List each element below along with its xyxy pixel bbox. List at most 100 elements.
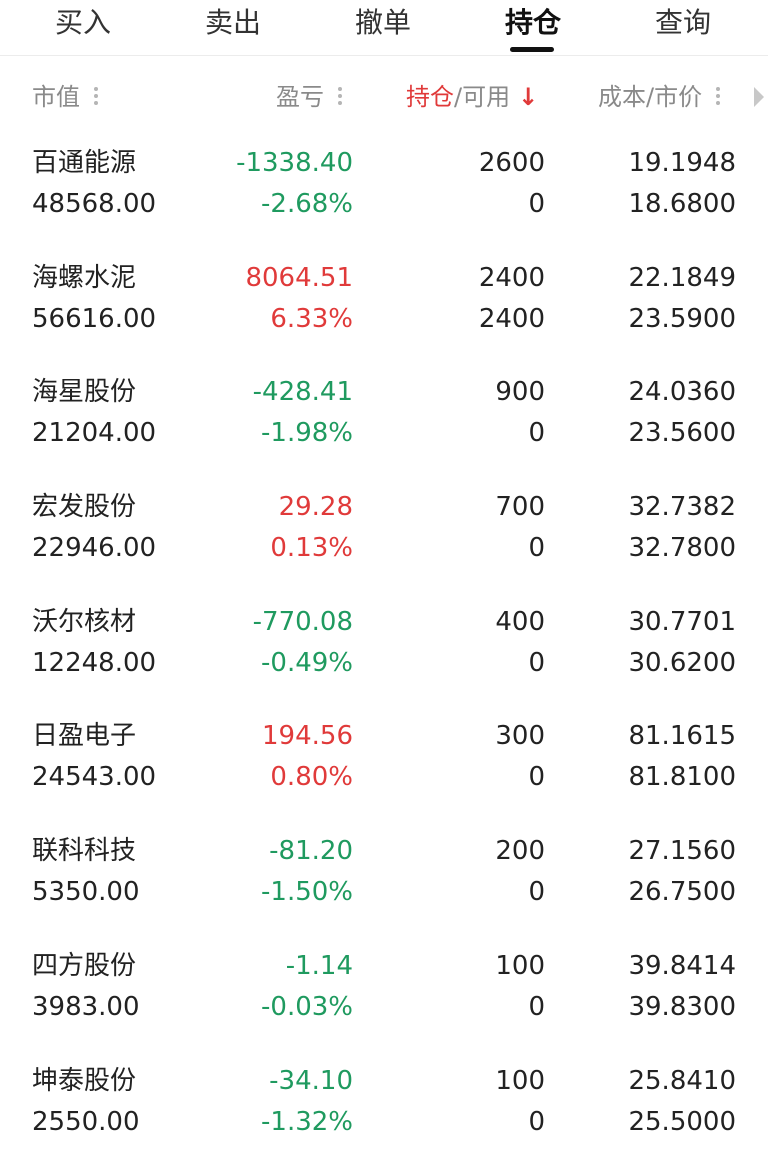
tab-cancel-order[interactable]: 撤单	[308, 0, 458, 56]
column-menu-icon[interactable]	[94, 84, 98, 108]
holding-row[interactable]: 宏发股份 22946.00 29.28 0.13% 700 0 32.7382 …	[0, 478, 768, 593]
market-value: 21204.00	[32, 417, 156, 449]
profit-loss-percent: -2.68%	[261, 188, 353, 220]
market-value: 3983.00	[32, 991, 140, 1023]
available-quantity: 0	[528, 761, 545, 793]
header-cost-price[interactable]: 成本/市价	[598, 60, 720, 134]
stock-name: 四方股份	[32, 950, 136, 982]
available-quantity: 0	[528, 417, 545, 449]
stock-name: 百通能源	[32, 147, 136, 179]
cost-price: 30.7701	[628, 606, 736, 638]
market-value: 22946.00	[32, 532, 156, 564]
cost-price: 25.8410	[628, 1065, 736, 1097]
market-value: 5350.00	[32, 876, 140, 908]
profit-loss-percent: 6.33%	[270, 303, 353, 335]
holding-row[interactable]: 四方股份 3983.00 -1.14 -0.03% 100 0 39.8414 …	[0, 937, 768, 1052]
stock-name: 沃尔核材	[32, 606, 136, 638]
market-price: 81.8100	[628, 761, 736, 793]
market-price: 26.7500	[628, 876, 736, 908]
column-header-row: 市值 盈亏 持仓/可用 ↓ 成本/市价	[0, 60, 768, 134]
holding-row[interactable]: 海星股份 21204.00 -428.41 -1.98% 900 0 24.03…	[0, 363, 768, 478]
profit-loss-percent: -1.32%	[261, 1106, 353, 1138]
holdings-list: 百通能源 48568.00 -1338.40 -2.68% 2600 0 19.…	[0, 134, 768, 1166]
market-value: 2550.00	[32, 1106, 140, 1138]
cost-price: 24.0360	[628, 376, 736, 408]
market-price: 25.5000	[628, 1106, 736, 1138]
tab-query[interactable]: 查询	[608, 0, 758, 56]
column-menu-icon[interactable]	[338, 84, 342, 108]
available-quantity: 0	[528, 876, 545, 908]
available-quantity: 0	[528, 188, 545, 220]
cost-price: 22.1849	[628, 262, 736, 294]
profit-loss-percent: 0.80%	[270, 761, 353, 793]
profit-loss: -1.14	[286, 950, 353, 982]
header-available-label: /可用	[454, 83, 510, 111]
available-quantity: 0	[528, 991, 545, 1023]
market-value: 48568.00	[32, 188, 156, 220]
header-position[interactable]: 持仓/可用 ↓	[406, 60, 538, 134]
market-price: 39.8300	[628, 991, 736, 1023]
stock-name: 海螺水泥	[32, 262, 136, 294]
available-quantity: 2400	[479, 303, 545, 335]
market-price: 23.5600	[628, 417, 736, 449]
position-quantity: 2600	[479, 147, 545, 179]
profit-loss: 194.56	[262, 720, 353, 752]
profit-loss: -770.08	[253, 606, 353, 638]
position-quantity: 2400	[479, 262, 545, 294]
cost-price: 81.1615	[628, 720, 736, 752]
sort-down-arrow-icon: ↓	[518, 83, 538, 111]
available-quantity: 0	[528, 1106, 545, 1138]
tab-sell[interactable]: 卖出	[158, 0, 308, 56]
market-value: 12248.00	[32, 647, 156, 679]
market-price: 23.5900	[628, 303, 736, 335]
position-quantity: 200	[495, 835, 545, 867]
position-quantity: 300	[495, 720, 545, 752]
header-market-value[interactable]: 市值	[32, 60, 98, 134]
market-value: 56616.00	[32, 303, 156, 335]
header-market-value-label: 市值	[32, 83, 80, 111]
available-quantity: 0	[528, 647, 545, 679]
profit-loss-percent: -1.98%	[261, 417, 353, 449]
cost-price: 32.7382	[628, 491, 736, 523]
profit-loss-percent: -0.49%	[261, 647, 353, 679]
profit-loss: 29.28	[279, 491, 353, 523]
market-value: 24543.00	[32, 761, 156, 793]
stock-name: 宏发股份	[32, 491, 136, 523]
position-quantity: 100	[495, 1065, 545, 1097]
header-profit-loss[interactable]: 盈亏	[276, 60, 342, 134]
cost-price: 19.1948	[628, 147, 736, 179]
stock-name: 联科科技	[32, 835, 136, 867]
profit-loss-percent: -0.03%	[261, 991, 353, 1023]
column-menu-icon[interactable]	[716, 84, 720, 108]
stock-name: 坤泰股份	[32, 1065, 136, 1097]
top-tab-bar: 买入 卖出 撤单 持仓 查询	[0, 0, 768, 56]
header-position-label: 持仓	[406, 83, 454, 111]
profit-loss: -34.10	[269, 1065, 353, 1097]
cost-price: 39.8414	[628, 950, 736, 982]
profit-loss: -81.20	[269, 835, 353, 867]
holding-row[interactable]: 沃尔核材 12248.00 -770.08 -0.49% 400 0 30.77…	[0, 593, 768, 708]
header-profit-loss-label: 盈亏	[276, 83, 324, 111]
cost-price: 27.1560	[628, 835, 736, 867]
stock-name: 日盈电子	[32, 720, 136, 752]
position-quantity: 700	[495, 491, 545, 523]
market-price: 18.6800	[628, 188, 736, 220]
holding-row[interactable]: 联科科技 5350.00 -81.20 -1.50% 200 0 27.1560…	[0, 822, 768, 937]
position-quantity: 100	[495, 950, 545, 982]
profit-loss: 8064.51	[245, 262, 353, 294]
profit-loss-percent: 0.13%	[270, 532, 353, 564]
scroll-right-icon[interactable]	[754, 87, 764, 107]
holding-row[interactable]: 日盈电子 24543.00 194.56 0.80% 300 0 81.1615…	[0, 707, 768, 822]
holding-row[interactable]: 海螺水泥 56616.00 8064.51 6.33% 2400 2400 22…	[0, 249, 768, 364]
available-quantity: 0	[528, 532, 545, 564]
profit-loss: -428.41	[253, 376, 353, 408]
holding-row[interactable]: 坤泰股份 2550.00 -34.10 -1.32% 100 0 25.8410…	[0, 1052, 768, 1166]
tab-buy[interactable]: 买入	[8, 0, 158, 56]
market-price: 30.6200	[628, 647, 736, 679]
stock-name: 海星股份	[32, 376, 136, 408]
holding-row[interactable]: 百通能源 48568.00 -1338.40 -2.68% 2600 0 19.…	[0, 134, 768, 249]
position-quantity: 400	[495, 606, 545, 638]
profit-loss-percent: -1.50%	[261, 876, 353, 908]
header-cost-price-label: 成本/市价	[598, 83, 702, 111]
position-quantity: 900	[495, 376, 545, 408]
